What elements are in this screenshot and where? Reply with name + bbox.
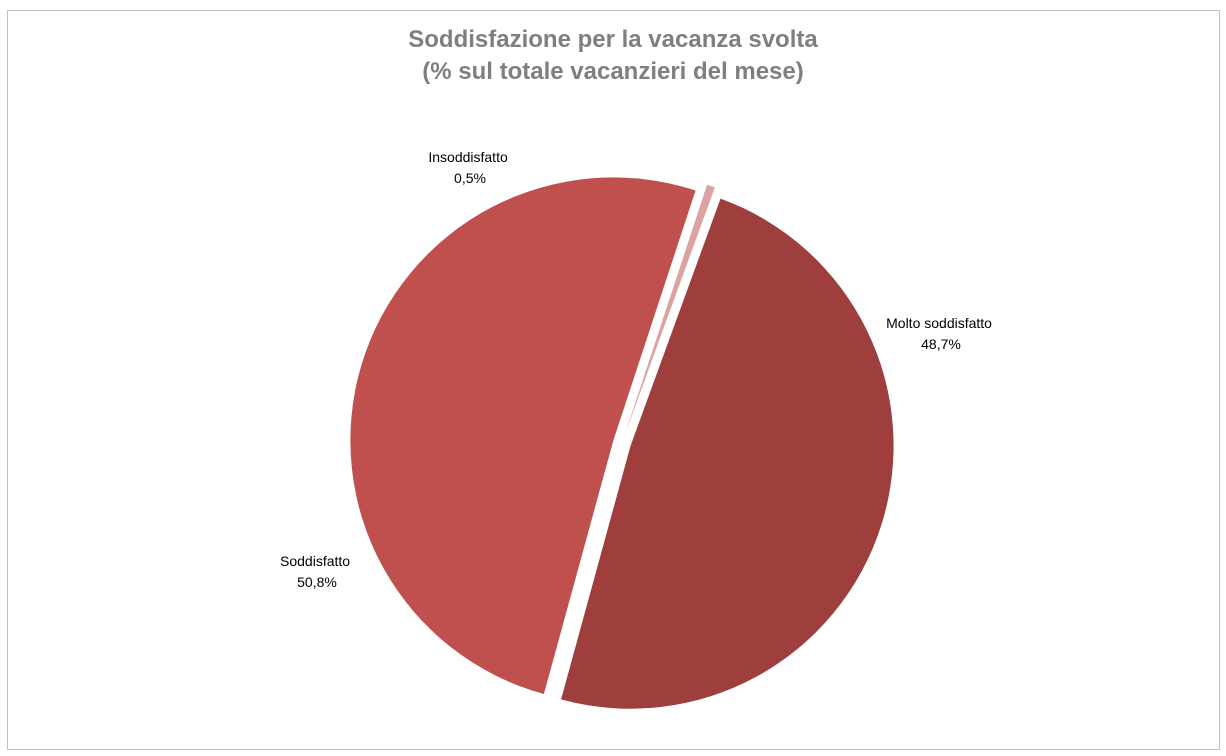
pie-slices [350,177,894,709]
slice-label-soddisfatto-value: 50,8% [297,574,337,590]
pie-slice-soddisfatto [350,177,696,695]
chart-title: Soddisfazione per la vacanza svolta (% s… [0,24,1226,88]
slice-label-insoddisfatto-name: Insoddisfatto [428,149,508,165]
slice-label-molto-soddisfatto-value: 48,7% [921,336,961,352]
slice-label-soddisfatto-name: Soddisfatto [280,553,350,569]
pie-slice-molto-soddisfatto [561,198,894,709]
slice-label-insoddisfatto: Insoddisfatto 0,5% [428,149,511,186]
slice-label-insoddisfatto-value: 0,5% [454,170,486,186]
pie-slice-insoddisfatto [624,184,715,435]
slice-label-soddisfatto: Soddisfatto 50,8% [280,553,354,590]
slice-label-molto-soddisfatto: Molto soddisfatto 48,7% [886,315,996,352]
chart-title-line-1: Soddisfazione per la vacanza svolta [408,26,818,53]
slice-label-molto-soddisfatto-name: Molto soddisfatto [886,315,992,331]
chart-title-line-2: (% sul totale vacanzieri del mese) [422,58,804,85]
